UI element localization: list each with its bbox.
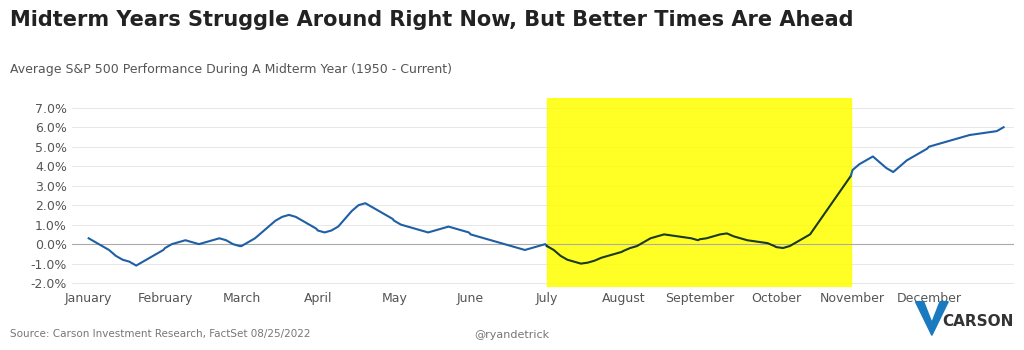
Text: CARSON: CARSON [942,314,1014,329]
Text: Source: Carson Investment Research, FactSet 08/25/2022: Source: Carson Investment Research, Fact… [10,329,310,340]
Bar [547,98,851,287]
Text: Average S&P 500 Performance During A Midterm Year (1950 - Current): Average S&P 500 Performance During A Mid… [10,63,453,76]
Text: Midterm Years Struggle Around Right Now, But Better Times Are Ahead: Midterm Years Struggle Around Right Now,… [10,10,854,30]
Text: @ryandetrick: @ryandetrick [474,329,550,340]
Polygon shape [915,302,948,335]
